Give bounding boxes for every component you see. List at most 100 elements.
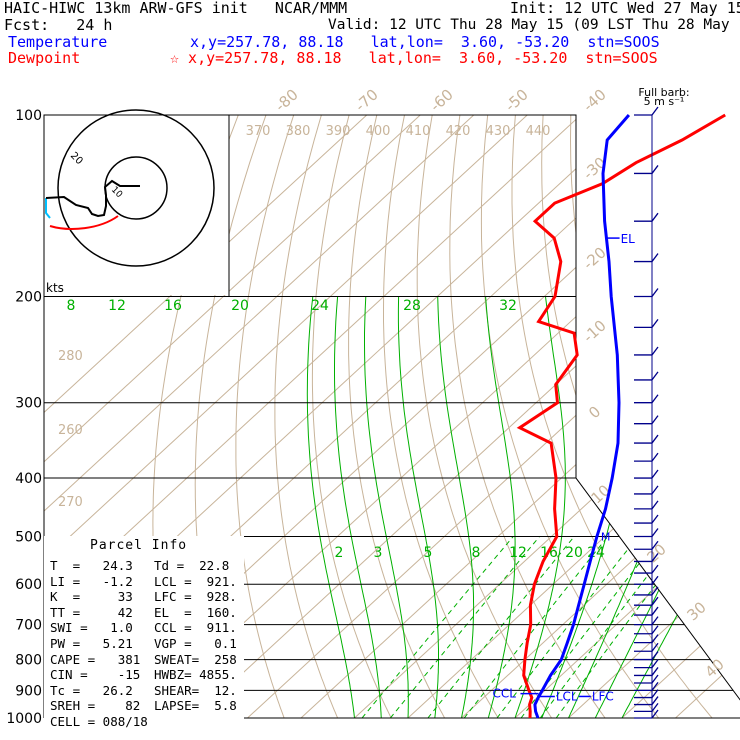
dry-adiabat-line — [708, 115, 740, 718]
wind-barb-flag — [651, 696, 659, 705]
wind-barb-flag — [651, 540, 659, 550]
mixing-ratio-label: 12 — [509, 545, 527, 561]
theta-label: 390 — [326, 124, 351, 139]
melting-level-label: M — [601, 530, 611, 543]
parcel-row-right: CCL = 911. — [154, 620, 237, 636]
mixing-ratio-label: 2 — [335, 545, 344, 561]
mixing-ratio-label: 28 — [403, 298, 421, 314]
wind-barb-flag — [651, 318, 659, 328]
parcel-row-right: VGP = 0.1 — [154, 636, 237, 651]
theta-label: 430 — [486, 124, 511, 139]
parcel-row-right: SWEAT= 258 — [154, 651, 237, 667]
theta-label: 280 — [58, 349, 83, 364]
parcel-row-right: EL = 160. — [154, 604, 237, 620]
mixing-ratio-line — [390, 536, 540, 718]
wind-barb-flag — [651, 253, 659, 262]
mixing-ratio-label: 3 — [374, 545, 383, 561]
pressure-label: 700 — [15, 618, 42, 634]
valid-time: Valid: 12 UTC Thu 28 May 15 (09 LST Thu … — [328, 17, 740, 33]
barb-caption: 5 m s⁻¹ — [644, 95, 685, 108]
temperature-location-info: x,y=257.78, 88.18 lat,lon= 3.60, -53.20 … — [190, 33, 660, 51]
parcel-row-left: LI = -1.2 — [50, 573, 133, 589]
wind-barb-flag — [651, 564, 659, 574]
dry-adiabat-line — [511, 115, 713, 718]
isotherm-label: -20 — [580, 243, 610, 273]
wind-barb-flag — [651, 682, 659, 691]
parcel-row-left: SWI = 1.0 — [50, 620, 133, 636]
isotherm-label: 30 — [684, 598, 710, 624]
wind-barb-flag — [651, 709, 659, 719]
pressure-label: 100 — [15, 108, 42, 124]
isotherm-label: -60 — [427, 85, 457, 115]
model-run-title: HAIC-HIWC 13km ARW-GFS init NCAR/MMM — [4, 0, 348, 17]
isotherm-label: -80 — [272, 85, 302, 115]
parcel-row-left: TT = 42 — [50, 604, 133, 620]
wind-barb-flag — [651, 702, 659, 712]
temperature-legend-label: Temperature — [8, 33, 108, 51]
dry-adiabat-line — [625, 115, 740, 718]
wind-barb-flag — [651, 689, 659, 698]
parcel-row-left: SREH = 82 — [50, 698, 141, 714]
dry-adiabat-line — [235, 115, 295, 718]
mixing-ratio-label: 20 — [565, 545, 583, 561]
dry-adiabat-line — [348, 115, 446, 718]
wind-barb-flag — [651, 625, 659, 635]
isotherm-label: 0 — [585, 402, 604, 422]
mixing-ratio-line — [555, 536, 693, 718]
isotherm-label: -50 — [502, 85, 532, 115]
wind-barb-flag — [651, 634, 659, 644]
isotherm-line — [44, 115, 528, 718]
mixing-ratio-label: 24 — [311, 298, 329, 314]
parcel-row-left: CELL = 088/18 — [50, 714, 148, 729]
parcel-row-right: Td = 22.8 — [154, 558, 230, 573]
temperature-line — [533, 114, 631, 719]
isotherm-label: -10 — [580, 316, 610, 346]
wind-barb-flag — [651, 596, 659, 606]
pressure-label: 1000 — [6, 711, 42, 727]
moist-adiabat-line — [485, 296, 516, 718]
wind-barb-flag — [651, 394, 659, 404]
wind-barb-flag — [651, 415, 659, 425]
wind-barb-flag — [651, 469, 659, 479]
theta-label: 260 — [58, 423, 83, 438]
pressure-label: 200 — [15, 290, 42, 306]
mixing-ratio-label: 5 — [424, 545, 433, 561]
isotherm-line — [675, 115, 740, 718]
mixing-ratio-label: 16 — [164, 298, 182, 314]
wind-barb-flag — [651, 371, 659, 381]
mixing-ratio-line — [361, 536, 514, 718]
hodograph-units-label: kts — [46, 281, 64, 295]
mixing-ratio-line — [496, 536, 639, 718]
dry-adiabat-line — [311, 115, 392, 718]
wind-barb-flag — [651, 434, 659, 444]
theta-label: 420 — [446, 124, 471, 139]
wind-barb-flag — [651, 514, 659, 524]
ccl-marker-label: CCL — [492, 687, 516, 701]
hodograph-trace-storm — [49, 215, 119, 230]
dry-adiabat-line — [274, 115, 339, 718]
parcel-info-title: Parcel Info — [90, 538, 188, 553]
isotherm-line — [568, 115, 740, 718]
isotherm-line — [44, 115, 421, 718]
wind-barb-flag — [651, 528, 659, 537]
wind-barb-flag — [651, 106, 659, 116]
wind-barb-flag — [651, 575, 659, 585]
dry-adiabat-line — [383, 115, 499, 718]
isotherm-label: -40 — [580, 85, 610, 115]
hodograph-trace-mid — [45, 179, 140, 218]
wind-barb-flag — [651, 659, 659, 669]
hodograph-ring — [57, 109, 215, 267]
moist-adiabat-line — [397, 296, 439, 718]
parcel-info-panel: Parcel Info T = 24.3 Td = 22.8 LI = -1.2 LC… — [44, 536, 244, 736]
wind-barb-flag — [651, 165, 659, 174]
theta-label: 370 — [246, 124, 271, 139]
parcel-row-left: T = 24.3 — [50, 558, 133, 573]
theta-label: 400 — [366, 124, 391, 139]
isotherm-line — [44, 115, 475, 718]
wind-barb-flag — [651, 586, 659, 596]
mixing-ratio-line — [427, 536, 575, 718]
mixing-ratio-line — [539, 536, 679, 718]
parcel-row-left: PW = 5.21 — [50, 636, 133, 651]
wind-barb-flag — [651, 667, 659, 676]
moist-adiabat-line — [621, 296, 740, 718]
